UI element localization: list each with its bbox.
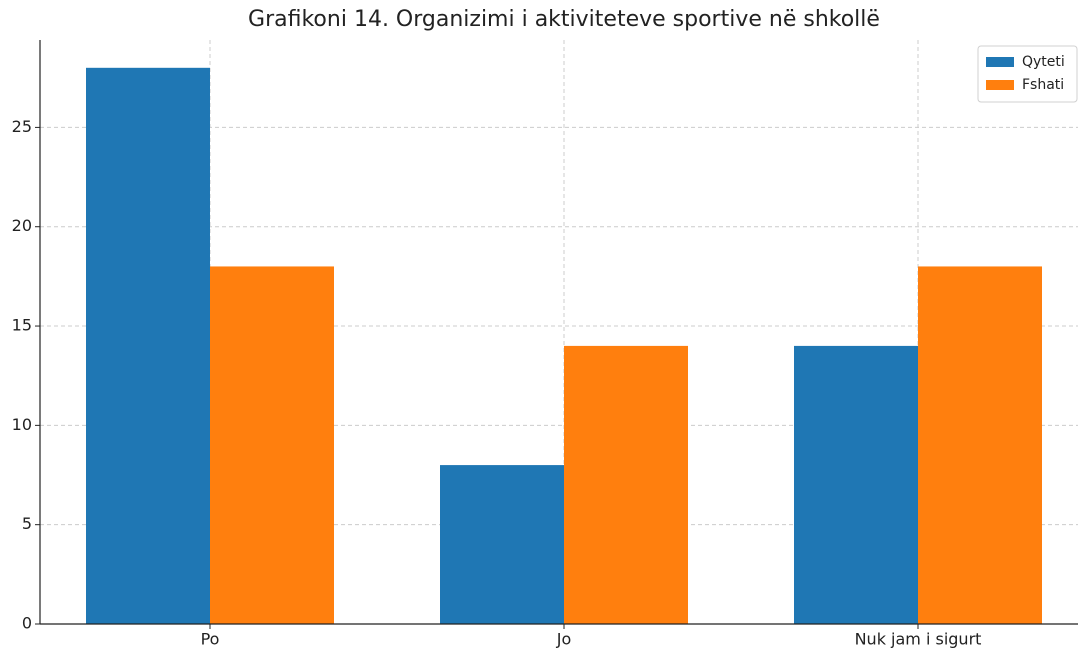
bar (794, 345, 918, 624)
legend-swatch (986, 57, 1014, 67)
legend-label: Fshati (1022, 77, 1064, 93)
bar (918, 266, 1042, 624)
chart-title: Grafikoni 14. Organizimi i aktiviteteve … (248, 7, 880, 32)
bar (564, 345, 688, 624)
legend-label: Qyteti (1022, 54, 1065, 70)
y-tick-label: 20 (12, 216, 32, 235)
bar (210, 266, 334, 624)
y-tick-label: 10 (12, 415, 32, 434)
y-tick-label: 15 (12, 316, 32, 335)
x-tick-label: Jo (556, 630, 572, 649)
bar (86, 67, 210, 625)
legend-swatch (986, 80, 1014, 90)
y-tick-label: 5 (22, 514, 32, 533)
x-tick-label: Po (201, 630, 220, 649)
y-tick-label: 0 (22, 614, 32, 633)
x-tick-label: Nuk jam i sigurt (855, 630, 982, 649)
y-tick-label: 25 (12, 117, 32, 136)
bar (440, 465, 564, 624)
